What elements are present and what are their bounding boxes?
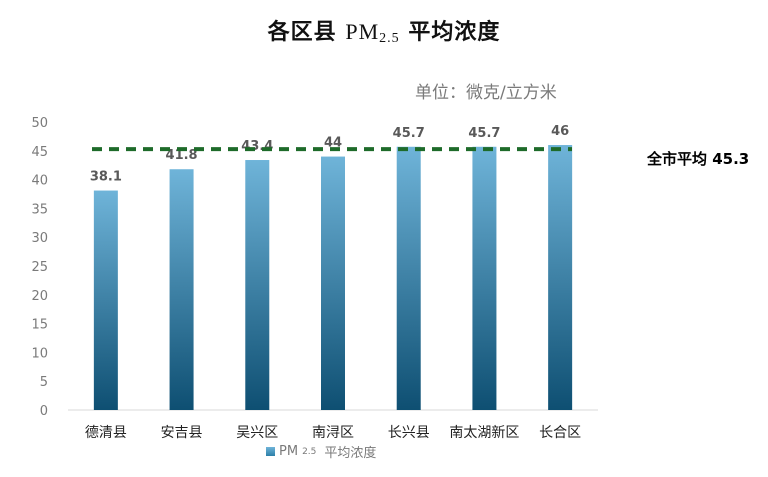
x-tick-label: 南浔区 xyxy=(312,425,354,441)
x-tick-label: 安吉县 xyxy=(161,425,203,441)
bar xyxy=(548,145,573,411)
data-label: 43.4 xyxy=(241,139,273,154)
y-tick-label: 0 xyxy=(40,404,48,419)
bar xyxy=(169,169,194,410)
x-tick-label: 南太湖新区 xyxy=(449,425,519,441)
y-tick-label: 20 xyxy=(31,289,48,304)
legend-pm: PM xyxy=(279,444,299,459)
data-label: 44 xyxy=(324,136,342,151)
bar xyxy=(472,146,497,410)
data-label: 38.1 xyxy=(90,170,122,185)
average-line-label: 全市平均 45.3 xyxy=(647,150,750,168)
data-label: 45.7 xyxy=(393,126,425,141)
legend-swatch xyxy=(266,447,275,456)
x-tick-label: 长兴县 xyxy=(388,425,430,441)
bar xyxy=(321,156,345,410)
y-tick-label: 40 xyxy=(31,174,48,189)
legend-pm-subscript: 2.5 xyxy=(302,446,317,457)
unit-label: 单位：微克/立方米 xyxy=(415,83,557,103)
legend-text: 平均浓度 xyxy=(324,446,377,461)
y-tick-label: 30 xyxy=(31,231,48,246)
chart-title: 各区县 PM2.5 平均浓度 xyxy=(0,14,768,47)
bars xyxy=(93,145,573,411)
bar xyxy=(245,160,270,410)
x-axis: 德清县 安吉县 吴兴区 南浔区 长兴县 南太湖新区 长合区 xyxy=(85,425,581,441)
data-label: 45.7 xyxy=(468,126,500,141)
title-pm-subscript: 2.5 xyxy=(379,31,400,46)
bar xyxy=(396,146,421,410)
y-tick-label: 5 xyxy=(40,375,48,390)
title-suffix: 平均浓度 xyxy=(408,20,501,45)
x-tick-label: 德清县 xyxy=(85,425,127,441)
y-tick-label: 25 xyxy=(31,260,48,275)
data-label: 41.8 xyxy=(166,148,198,163)
x-tick-label: 长合区 xyxy=(539,425,581,441)
y-axis: 0 5 10 15 20 25 30 35 40 45 50 xyxy=(31,116,48,419)
y-tick-label: 45 xyxy=(31,145,48,160)
legend: PM 2.5 平均浓度 xyxy=(266,442,376,461)
y-tick-label: 35 xyxy=(31,202,48,217)
y-tick-label: 10 xyxy=(31,346,48,361)
data-label: 46 xyxy=(551,124,569,139)
bar xyxy=(93,190,118,410)
title-prefix: 各区县 xyxy=(267,20,337,45)
x-tick-label: 吴兴区 xyxy=(236,425,278,441)
title-pm: PM xyxy=(345,19,380,44)
y-tick-label: 50 xyxy=(31,116,48,131)
y-tick-label: 15 xyxy=(31,318,48,333)
